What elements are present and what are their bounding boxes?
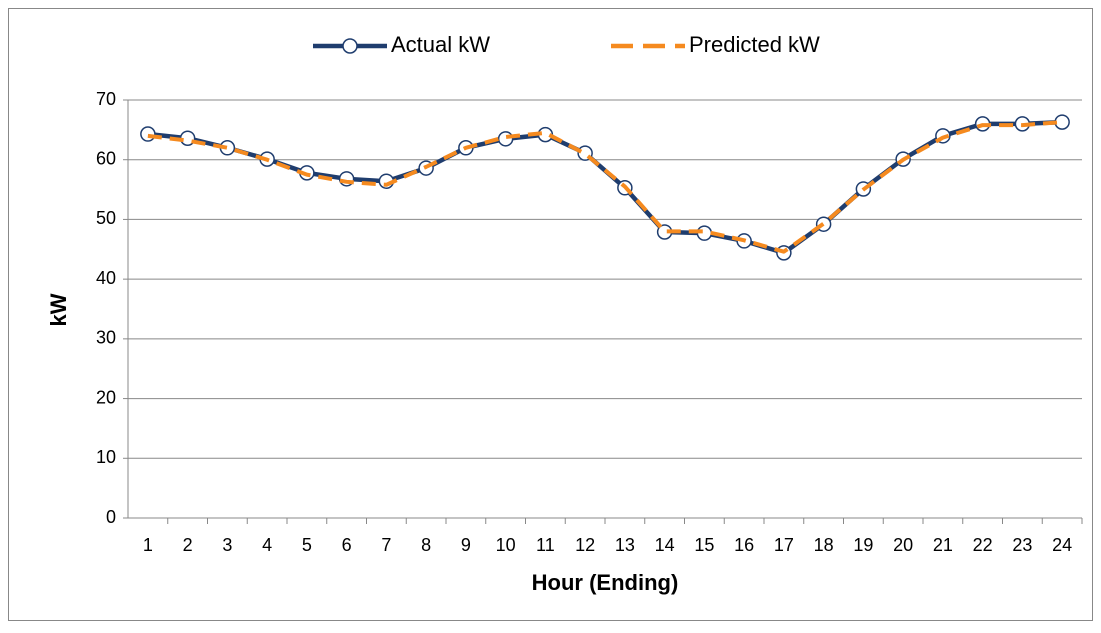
x-tick-label: 13 [615, 535, 635, 555]
y-tick-label: 0 [106, 507, 116, 527]
legend-label: Predicted kW [689, 32, 820, 57]
x-tick-label: 8 [421, 535, 431, 555]
y-tick-label: 20 [96, 387, 116, 407]
x-tick-label: 3 [222, 535, 232, 555]
x-tick-label: 9 [461, 535, 471, 555]
legend-label: Actual kW [391, 32, 490, 57]
legend-marker [342, 38, 358, 54]
x-tick-label: 24 [1052, 535, 1072, 555]
x-tick-label: 19 [853, 535, 873, 555]
x-tick-label: 15 [694, 535, 714, 555]
y-tick-label: 70 [96, 89, 116, 109]
x-tick-label: 5 [302, 535, 312, 555]
x-tick-label: 2 [183, 535, 193, 555]
series-line [147, 120, 1063, 254]
x-tick-label: 20 [893, 535, 913, 555]
point-marker [497, 131, 514, 147]
x-tick-label: 6 [342, 535, 352, 555]
x-axis-title: Hour (Ending) [532, 570, 679, 595]
x-tick-label: 14 [655, 535, 675, 555]
y-tick-label: 30 [96, 328, 116, 348]
x-tick-label: 1 [143, 535, 153, 555]
y-tick-label: 10 [96, 447, 116, 467]
y-axis-title: kW [46, 293, 71, 326]
x-tick-label: 4 [262, 535, 272, 555]
x-tick-label: 11 [536, 535, 555, 555]
y-tick-label: 60 [96, 148, 116, 168]
x-tick-label: 10 [496, 535, 516, 555]
point-marker [1054, 114, 1070, 130]
y-tick-label: 40 [96, 268, 116, 288]
x-tick-label: 18 [814, 535, 834, 555]
x-tick-label: 21 [933, 535, 953, 555]
x-tick-label: 16 [734, 535, 754, 555]
x-tick-label: 22 [973, 535, 993, 555]
x-tick-label: 23 [1012, 535, 1032, 555]
x-tick-label: 12 [575, 535, 595, 555]
x-tick-label: 7 [381, 535, 391, 555]
y-tick-label: 50 [96, 208, 116, 228]
x-tick-label: 17 [774, 535, 794, 555]
point-marker [140, 126, 156, 142]
